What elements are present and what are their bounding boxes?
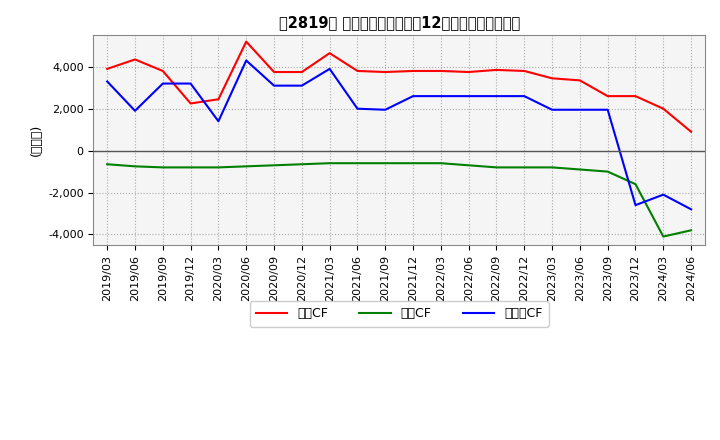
投資CF	[436, 161, 445, 166]
営業CF	[520, 68, 528, 73]
Legend: 営業CF, 投資CF, フリーCF: 営業CF, 投資CF, フリーCF	[250, 301, 549, 327]
営業CF	[436, 68, 445, 73]
投資CF	[186, 165, 195, 170]
フリーCF	[687, 207, 696, 212]
営業CF	[409, 68, 418, 73]
投資CF	[270, 163, 279, 168]
営業CF	[186, 101, 195, 106]
Line: 投資CF: 投資CF	[107, 163, 691, 237]
投資CF	[103, 161, 112, 167]
営業CF	[103, 66, 112, 72]
投資CF	[325, 161, 334, 166]
営業CF	[464, 70, 473, 75]
営業CF	[270, 70, 279, 75]
フリーCF	[270, 83, 279, 88]
フリーCF	[297, 83, 306, 88]
投資CF	[131, 164, 140, 169]
フリーCF	[131, 108, 140, 114]
フリーCF	[186, 81, 195, 86]
営業CF	[492, 67, 501, 73]
投資CF	[687, 227, 696, 233]
フリーCF	[659, 192, 667, 197]
フリーCF	[353, 106, 361, 111]
投資CF	[520, 165, 528, 170]
営業CF	[548, 76, 557, 81]
投資CF	[409, 161, 418, 166]
投資CF	[381, 161, 390, 166]
投資CF	[464, 163, 473, 168]
フリーCF	[631, 202, 640, 208]
フリーCF	[464, 93, 473, 99]
フリーCF	[325, 66, 334, 72]
投資CF	[297, 161, 306, 167]
投資CF	[214, 165, 222, 170]
営業CF	[131, 57, 140, 62]
営業CF	[631, 93, 640, 99]
フリーCF	[409, 93, 418, 99]
営業CF	[603, 93, 612, 99]
フリーCF	[158, 81, 167, 86]
フリーCF	[381, 107, 390, 112]
フリーCF	[548, 107, 557, 112]
営業CF	[297, 70, 306, 75]
営業CF	[325, 51, 334, 56]
営業CF	[575, 78, 584, 83]
営業CF	[687, 129, 696, 134]
フリーCF	[575, 107, 584, 112]
フリーCF	[436, 93, 445, 99]
営業CF	[353, 68, 361, 73]
投資CF	[242, 164, 251, 169]
フリーCF	[214, 119, 222, 124]
フリーCF	[103, 79, 112, 84]
Line: フリーCF: フリーCF	[107, 60, 691, 209]
投資CF	[548, 165, 557, 170]
投資CF	[659, 234, 667, 239]
フリーCF	[492, 93, 501, 99]
投資CF	[631, 182, 640, 187]
Title: 【2819】 キャッシュフローの12か月移動合計の推移: 【2819】 キャッシュフローの12か月移動合計の推移	[279, 15, 520, 30]
Y-axis label: (百万円): (百万円)	[30, 124, 42, 156]
営業CF	[659, 106, 667, 111]
投資CF	[575, 167, 584, 172]
営業CF	[158, 68, 167, 73]
投資CF	[603, 169, 612, 174]
Line: 営業CF: 営業CF	[107, 42, 691, 132]
フリーCF	[242, 58, 251, 63]
投資CF	[158, 165, 167, 170]
投資CF	[353, 161, 361, 166]
営業CF	[381, 70, 390, 75]
フリーCF	[520, 93, 528, 99]
営業CF	[242, 39, 251, 44]
投資CF	[492, 165, 501, 170]
営業CF	[214, 97, 222, 102]
フリーCF	[603, 107, 612, 112]
